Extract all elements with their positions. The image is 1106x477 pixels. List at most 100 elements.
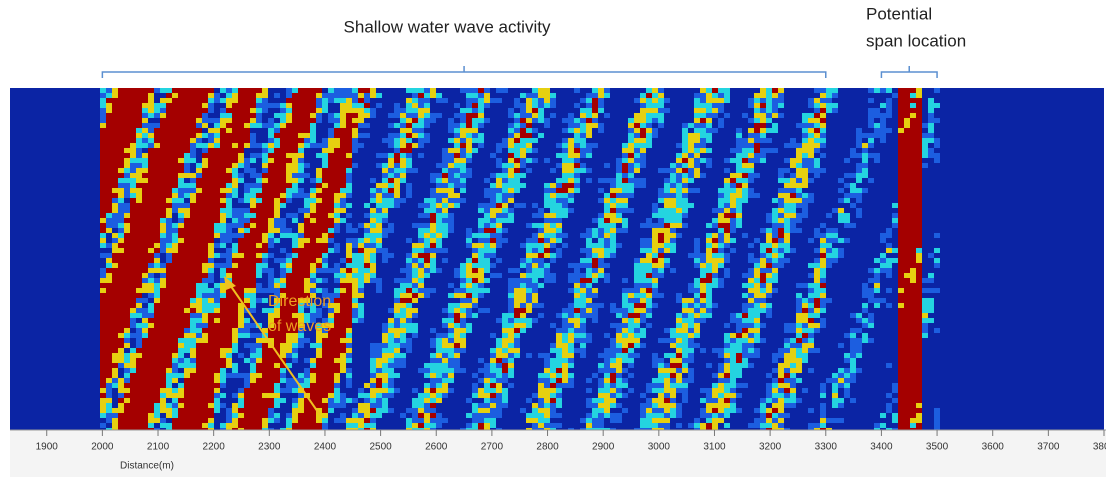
heatmap-cell xyxy=(316,223,322,228)
heatmap-cell xyxy=(508,163,514,168)
heatmap-cell xyxy=(730,338,736,343)
heatmap-cell xyxy=(268,363,274,368)
heatmap-cell xyxy=(268,383,274,388)
heatmap-cell xyxy=(568,328,574,333)
heatmap-cell xyxy=(388,338,394,343)
heatmap-cell xyxy=(724,353,730,358)
heatmap-cell xyxy=(328,393,334,398)
heatmap-cell xyxy=(214,363,220,368)
heatmap-cell xyxy=(370,383,376,388)
heatmap-cell xyxy=(478,103,484,108)
heatmap-cell xyxy=(142,98,148,103)
heatmap-cell xyxy=(106,93,112,98)
heatmap-cell xyxy=(100,193,106,198)
heatmap-cell xyxy=(106,373,112,378)
heatmap-cell xyxy=(124,128,130,133)
heatmap-cell xyxy=(136,98,142,103)
heatmap-cell xyxy=(142,128,148,133)
heatmap-cell xyxy=(394,138,400,143)
heatmap-cell xyxy=(238,158,244,163)
heatmap-cell xyxy=(664,338,670,343)
heatmap-cell xyxy=(550,413,556,418)
heatmap-cell xyxy=(634,183,640,188)
heatmap-cell xyxy=(130,413,136,418)
heatmap-cell xyxy=(688,188,694,193)
heatmap-cell xyxy=(166,298,172,303)
heatmap-cell xyxy=(490,153,496,158)
heatmap-cell xyxy=(412,248,418,253)
heatmap-cell xyxy=(160,403,166,408)
heatmap-cell xyxy=(136,423,142,428)
heatmap-cell xyxy=(490,203,496,208)
heatmap-cell xyxy=(202,178,208,183)
heatmap-cell xyxy=(226,328,232,333)
heatmap-cell xyxy=(508,198,514,203)
heatmap-cell xyxy=(112,323,118,328)
heatmap-cell xyxy=(628,133,634,138)
heatmap-cell xyxy=(430,113,436,118)
heatmap-cell xyxy=(580,328,586,333)
heatmap-cell xyxy=(172,413,178,418)
heatmap-cell xyxy=(466,148,472,153)
heatmap-cell xyxy=(418,293,424,298)
heatmap-cell xyxy=(490,263,496,268)
heatmap-cell xyxy=(706,273,712,278)
heatmap-cell xyxy=(622,368,628,373)
heatmap-cell xyxy=(256,413,262,418)
heatmap-cell xyxy=(730,223,736,228)
heatmap-cell xyxy=(136,338,142,343)
heatmap-cell xyxy=(238,103,244,108)
heatmap-cell xyxy=(376,353,382,358)
heatmap-cell xyxy=(112,288,118,293)
heatmap-cell xyxy=(310,228,316,233)
heatmap-cell xyxy=(376,348,382,353)
heatmap-cell xyxy=(316,263,322,268)
heatmap-cell xyxy=(184,158,190,163)
heatmap-cell xyxy=(496,353,502,358)
heatmap-cell xyxy=(406,113,412,118)
heatmap-cell xyxy=(382,393,388,398)
heatmap-cell xyxy=(190,423,196,428)
heatmap-cell xyxy=(724,233,730,238)
heatmap-cell xyxy=(292,343,298,348)
heatmap-cell xyxy=(358,98,364,103)
heatmap-cell xyxy=(700,93,706,98)
heatmap-cell xyxy=(226,348,232,353)
heatmap-cell xyxy=(292,233,298,238)
heatmap-cell xyxy=(406,303,412,308)
heatmap-cell xyxy=(136,233,142,238)
heatmap-cell xyxy=(370,348,376,353)
heatmap-cell xyxy=(130,93,136,98)
heatmap-cell xyxy=(286,263,292,268)
heatmap-cell xyxy=(166,268,172,273)
heatmap-cell xyxy=(262,213,268,218)
heatmap-cell xyxy=(124,153,130,158)
heatmap-cell xyxy=(256,263,262,268)
heatmap-cell xyxy=(370,263,376,268)
heatmap-cell xyxy=(118,168,124,173)
heatmap-cell xyxy=(190,303,196,308)
heatmap-cell xyxy=(442,173,448,178)
heatmap-cell xyxy=(562,363,568,368)
heatmap-cell xyxy=(544,243,550,248)
heatmap-cell xyxy=(574,263,580,268)
heatmap-cell xyxy=(616,203,622,208)
heatmap-cell xyxy=(394,123,400,128)
heatmap-cell xyxy=(604,403,610,408)
heatmap-cell xyxy=(208,158,214,163)
heatmap-cell xyxy=(202,233,208,238)
heatmap-cell xyxy=(472,268,478,273)
heatmap-cell xyxy=(148,373,154,378)
heatmap-cell xyxy=(268,103,274,108)
heatmap-cell xyxy=(466,118,472,123)
heatmap-cell xyxy=(676,408,682,413)
heatmap-cell xyxy=(322,388,328,393)
heatmap-cell xyxy=(700,123,706,128)
heatmap-cell xyxy=(280,228,286,233)
heatmap-cell xyxy=(700,318,706,323)
heatmap-cell xyxy=(568,188,574,193)
heatmap-cell xyxy=(232,188,238,193)
heatmap-cell xyxy=(238,333,244,338)
heatmap-cell xyxy=(424,108,430,113)
heatmap-cell xyxy=(340,113,346,118)
